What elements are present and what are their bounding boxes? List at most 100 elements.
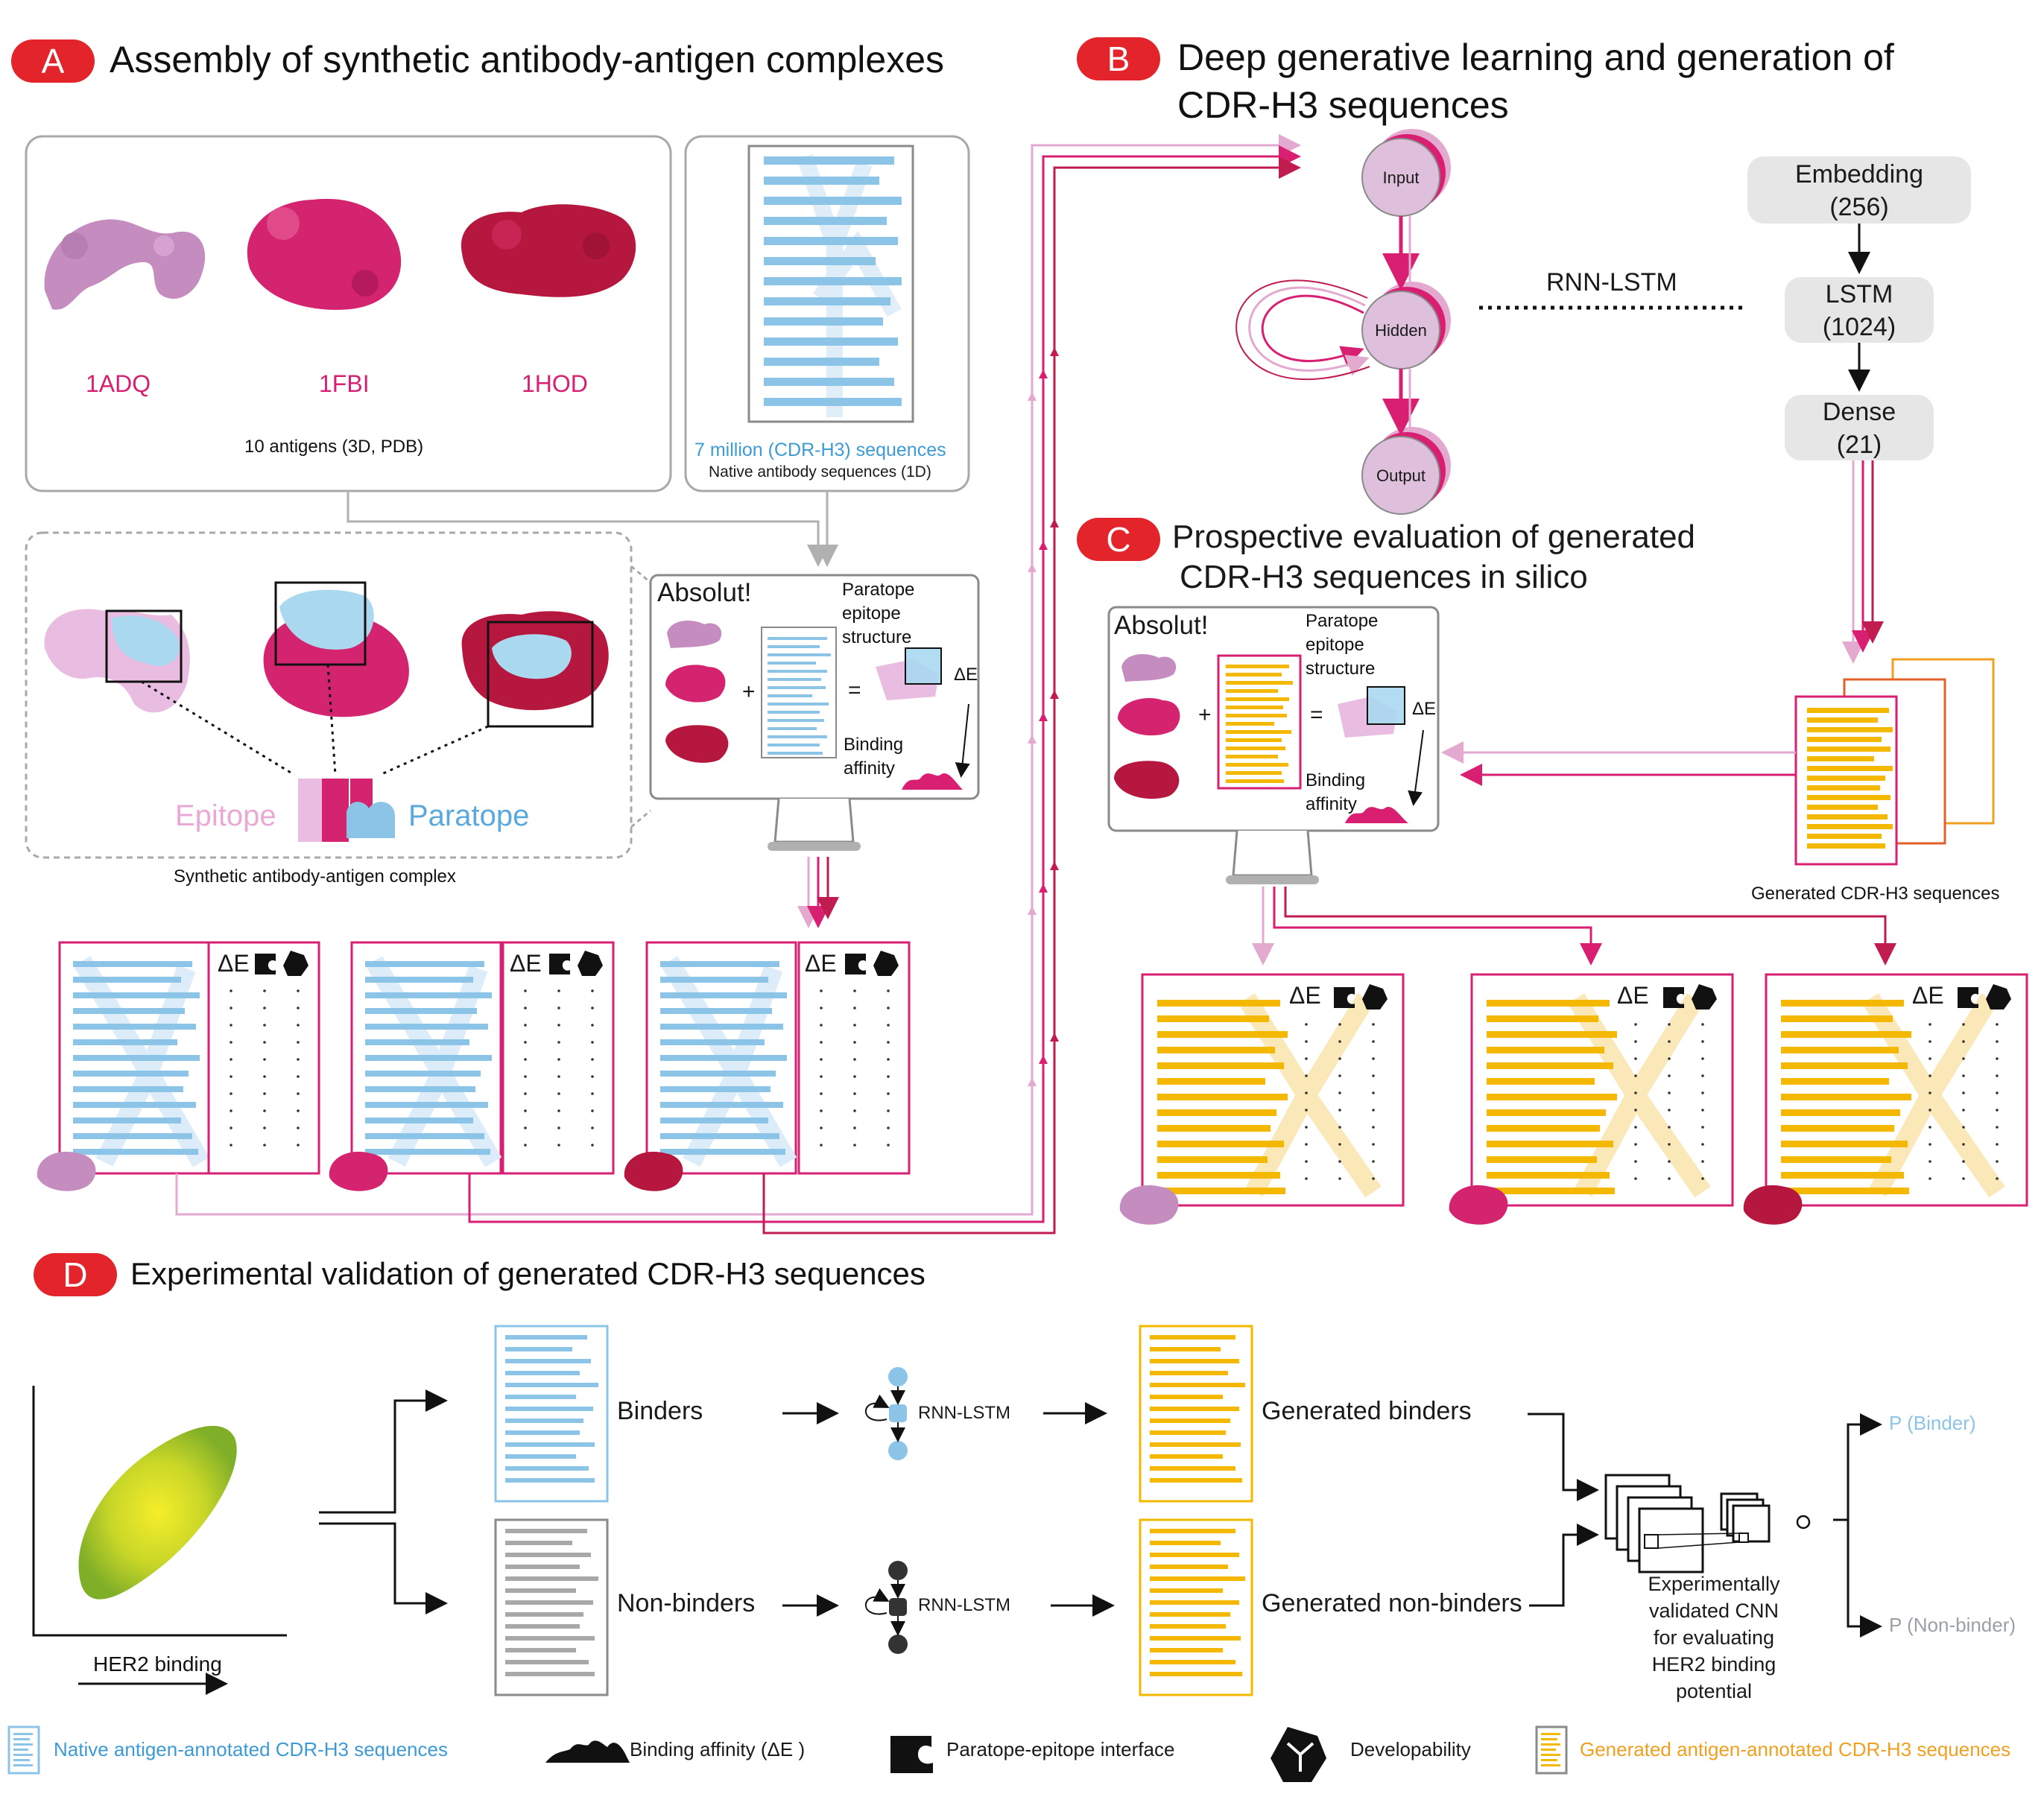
p-binder-label: P (Binder) [1889,1412,1976,1434]
table-dot [820,1075,823,1078]
sequence-bar [1157,1188,1285,1194]
rnn-binders-label: RNN-LSTM [918,1403,1010,1423]
sequence-bar [1150,1359,1239,1363]
sequence-bar [1226,771,1282,775]
table-dot [1928,1040,1931,1043]
sequence-bar [1807,727,1893,732]
complex-1hod [461,611,609,728]
binders-label: Binders [617,1397,703,1425]
table-dot [1962,1074,1965,1077]
sequence-bar [1781,1125,1894,1132]
table-dot [1668,1109,1671,1112]
table-dot [591,1126,594,1129]
sequence-bar [768,653,831,656]
table-dot [1996,1143,1999,1146]
table-dot [1701,1074,1704,1077]
sequence-bar [660,1024,783,1030]
sequence-bar [1487,1156,1597,1163]
absolut-c-plus: + [1198,703,1212,727]
antigen-name-1adq: 1ADQ [86,370,151,397]
panel-c-title: Prospective evaluation of generated CDR-H… [1172,519,1696,595]
sequence-bar [365,992,492,998]
absolut-c-equals: = [1310,703,1323,727]
sequence-bar [365,1071,481,1077]
table-dot [1634,1091,1637,1094]
sequence-bar [365,1149,490,1155]
antibody-watermark [1861,993,2005,1198]
table-dot [1962,1091,1965,1094]
sequence-bar [365,1055,492,1061]
table-dot [263,1007,266,1009]
sequence-bar [768,678,821,681]
sequence-bar [1150,1529,1235,1533]
sequence-bar [365,1118,473,1123]
table-dot [297,1007,300,1009]
sequence-bar [1150,1454,1223,1459]
legend-generated-sequences-icon [1535,1725,1568,1775]
sequence-bar [660,992,787,998]
table-dot [820,1007,823,1009]
table-dot [524,1041,527,1044]
panel-a-title: Assembly of synthetic antibody-antigen c… [110,39,945,80]
legend-native-sequences-icon [7,1725,40,1775]
embedding-layer-label: Embedding (256) [1794,160,1923,221]
sequence-bar [1487,1141,1613,1147]
table-dot [820,1041,823,1044]
table-dot [1996,1040,1999,1043]
table-dot [1305,1057,1308,1060]
sequence-bar [1157,1109,1276,1116]
antigen-1hod-molecule [461,204,636,297]
sequence-bar [764,297,890,305]
sequence-bar [1226,665,1289,668]
panel-b-title: Deep generative learning and generation … [1177,37,1894,126]
flow-marker [1039,1055,1048,1064]
sequence-bar [1487,1094,1617,1100]
table-dot [1996,1109,1999,1112]
flow-marker [1028,1077,1037,1086]
absolut-monitor-a [649,574,980,851]
sequence-bar [1226,681,1293,685]
developability-icon [578,951,603,976]
sequence-bar [764,378,894,386]
sequence-bar [73,961,192,967]
table-dot [1701,1109,1704,1112]
table-dot [557,1007,560,1009]
sequence-bar [1150,1347,1221,1351]
table-dot [297,1075,300,1078]
table-dot [1305,1143,1308,1146]
antigen-name-1hod: 1HOD [522,370,588,397]
sequence-bar [365,1039,469,1045]
sequence-bar [1487,1062,1613,1069]
sequence-bar [505,1419,583,1423]
table-dot [230,1092,232,1095]
sequence-bar [505,1541,572,1545]
absolut-a-affinity-label: Binding affinity [844,735,904,779]
table-dot [591,1092,594,1095]
table-dot [820,1144,823,1147]
interface-icon [845,954,866,974]
flow-marker [1050,1033,1059,1042]
table-dot [820,1126,823,1129]
sequence-bar [1807,785,1880,790]
table-dot [1372,1126,1375,1129]
table-dot [820,1092,823,1095]
table-dot [1372,1109,1375,1112]
sequence-bar [73,1102,196,1108]
input-node-stack [1361,129,1451,217]
table-dot [557,989,560,992]
sequence-bar [1807,747,1890,752]
flow-marker [1050,690,1059,699]
sequence-bar [1157,1094,1288,1100]
sequence-bar [1781,1141,1908,1147]
interface-icon [1663,987,1684,1008]
table-dot [524,1007,527,1009]
table-dot [263,989,266,992]
table-dot [1634,1177,1637,1180]
interface-icon [255,954,276,974]
table-dot [230,1144,232,1147]
table-dot [1634,1109,1637,1112]
table-dot [1962,1040,1965,1043]
sequence-bar [505,1383,598,1387]
sequence-bar [1487,1078,1595,1085]
